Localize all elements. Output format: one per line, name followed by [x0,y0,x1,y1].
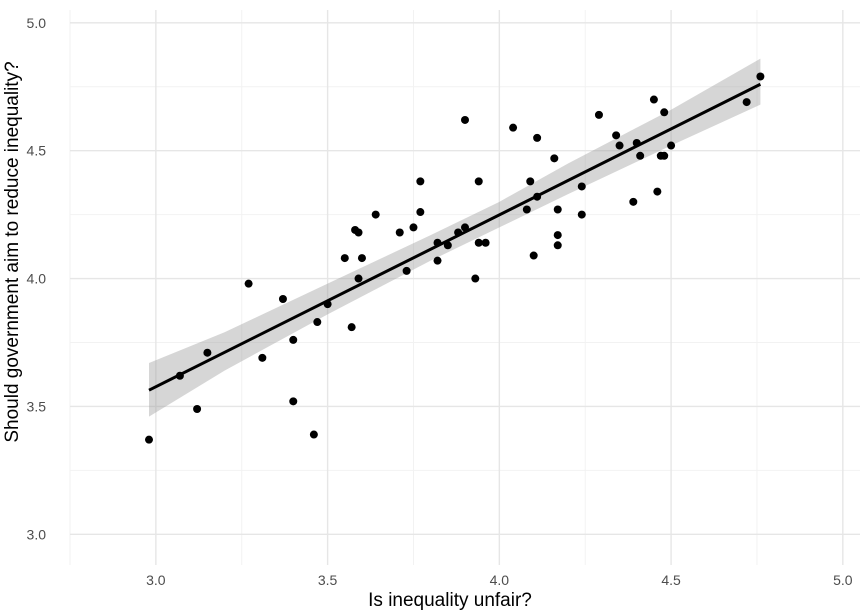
data-point [481,238,490,247]
data-point [653,187,662,196]
x-tick-label: 3.0 [146,572,166,588]
data-point [553,231,562,240]
data-point [553,241,562,250]
data-point [313,318,322,327]
data-point [474,177,483,186]
data-point [145,435,153,444]
data-point [203,348,212,357]
data-point [474,238,483,247]
data-point [409,223,418,232]
y-tick-label: 5.0 [27,15,47,31]
data-point [347,323,356,332]
x-tick-label: 4.5 [661,572,681,588]
data-point [615,141,624,150]
data-point [629,197,638,206]
x-tick-label: 5.0 [833,572,853,588]
x-tick-label: 3.5 [318,572,338,588]
regression-line [148,82,762,392]
data-point [402,266,411,275]
data-point [660,151,669,160]
data-point [395,228,404,237]
data-point [526,177,535,186]
data-point [416,208,425,217]
data-points [145,72,765,444]
x-axis-title: Is inequality unfair? [368,590,532,611]
data-point [594,110,603,119]
data-point [756,72,765,81]
data-point [258,353,267,362]
data-point [461,115,469,124]
data-point [612,131,621,140]
data-point [553,205,562,214]
y-tick-label: 3.0 [27,526,47,542]
y-axis-tick-labels: 3.0 3.5 4.0 4.5 5.0 [27,15,47,543]
data-point [667,141,676,150]
y-axis-title: Should government aim to reduce inequali… [2,61,23,442]
data-point [471,274,480,283]
data-point [522,205,531,214]
data-point [529,251,538,260]
x-axis-tick-labels: 3.0 3.5 4.0 4.5 5.0 [146,572,853,588]
data-point [193,404,202,413]
regression-line-group [148,82,762,392]
x-tick-label: 4.0 [490,572,510,588]
data-point [636,151,645,160]
data-point [371,210,380,219]
data-point [533,133,542,142]
data-point [289,397,298,406]
data-point [354,228,363,237]
data-point [550,154,559,163]
data-point [660,108,669,117]
data-point [742,98,751,107]
y-tick-label: 4.0 [27,271,47,287]
data-point [649,95,658,104]
data-point [577,182,586,191]
data-point [278,295,287,304]
minor-gridlines [69,10,860,565]
data-point [340,254,349,263]
data-point [354,274,363,283]
data-point [509,123,518,132]
data-point [357,254,366,263]
data-point [289,335,298,344]
data-point [433,256,442,265]
data-point [577,210,586,219]
data-point [309,430,318,439]
major-gridlines [70,10,860,565]
y-tick-label: 4.5 [27,143,47,159]
data-point [416,177,425,186]
data-point [244,279,253,288]
y-tick-label: 3.5 [27,398,47,414]
